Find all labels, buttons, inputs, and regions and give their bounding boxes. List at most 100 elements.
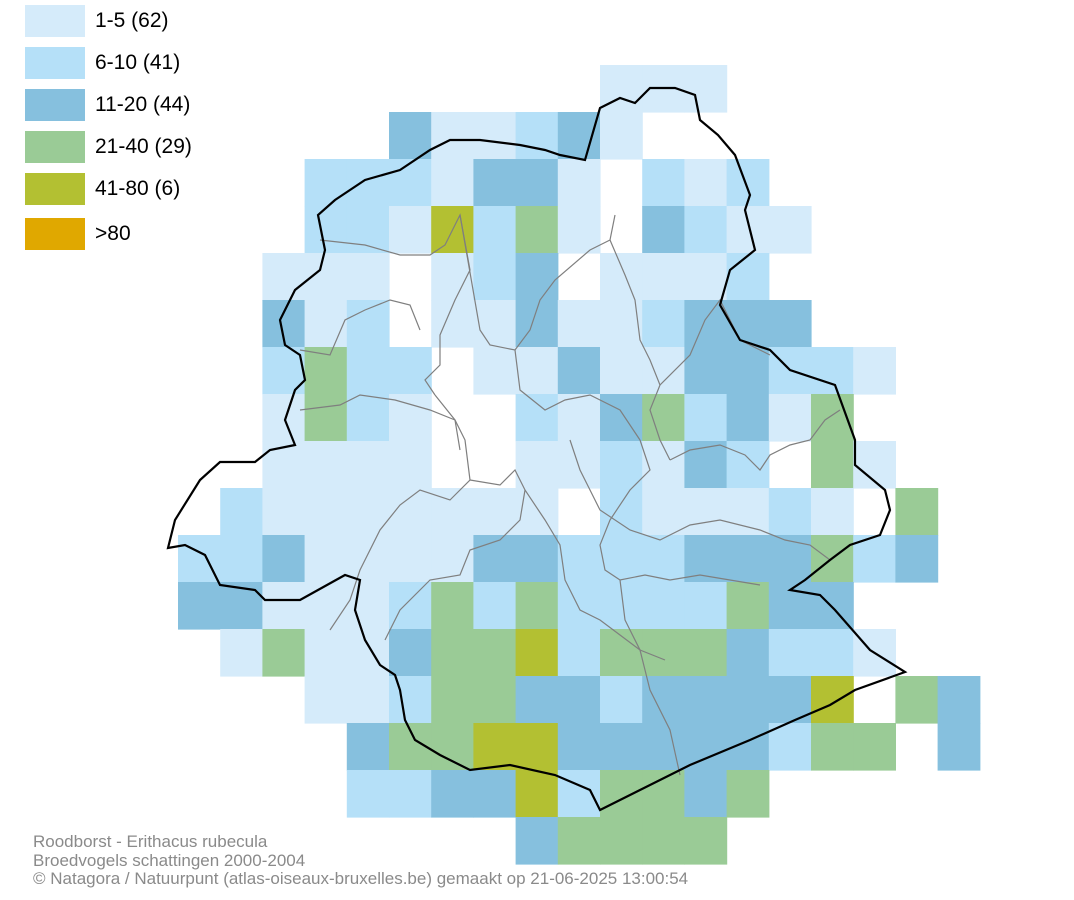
grid-cell bbox=[220, 488, 263, 536]
grid-cell bbox=[726, 300, 770, 348]
grid-cell bbox=[600, 253, 643, 301]
grid-cell bbox=[642, 253, 685, 301]
grid-cell bbox=[557, 441, 601, 489]
legend-item: 41-80 (6) bbox=[25, 173, 325, 205]
grid-cell bbox=[304, 629, 348, 677]
grid-cell bbox=[811, 629, 854, 677]
grid-cell bbox=[895, 535, 939, 583]
grid-cell bbox=[431, 629, 474, 677]
grid-cell bbox=[937, 723, 981, 771]
grid-cell bbox=[515, 629, 559, 677]
grid-cell bbox=[684, 723, 728, 771]
grid-cell bbox=[346, 629, 390, 677]
grid-cell bbox=[431, 723, 474, 771]
grid-cell bbox=[642, 159, 685, 207]
grid-cell bbox=[557, 676, 601, 724]
grid-cell bbox=[262, 535, 306, 583]
grid-cell bbox=[600, 770, 643, 818]
grid-cell bbox=[684, 535, 728, 583]
grid-cell bbox=[389, 441, 432, 489]
grid-cell bbox=[220, 629, 263, 677]
grid-cell bbox=[600, 441, 643, 489]
grid-cell bbox=[684, 300, 728, 348]
grid-cell bbox=[642, 394, 685, 442]
grid-cell bbox=[642, 582, 685, 630]
grid-cells bbox=[178, 65, 981, 865]
grid-cell bbox=[726, 347, 770, 395]
grid-cell bbox=[684, 347, 728, 395]
commune-boundary bbox=[609, 239, 671, 461]
grid-cell bbox=[684, 488, 728, 536]
region-outline bbox=[166, 86, 908, 812]
grid-cell bbox=[557, 347, 601, 395]
grid-cell bbox=[346, 300, 390, 348]
grid-cell bbox=[304, 394, 348, 442]
commune-boundary bbox=[384, 489, 526, 641]
commune-boundary bbox=[514, 349, 641, 441]
grid-cell bbox=[642, 300, 685, 348]
grid-cell bbox=[389, 676, 432, 724]
legend-label: 21-40 (29) bbox=[95, 135, 192, 158]
grid-cell bbox=[473, 535, 517, 583]
grid-cell bbox=[557, 159, 601, 207]
commune-boundary bbox=[669, 409, 841, 471]
grid-cell bbox=[431, 535, 474, 583]
grid-cell bbox=[684, 770, 728, 818]
grid-cell bbox=[262, 629, 306, 677]
grid-cell bbox=[768, 723, 812, 771]
grid-cell bbox=[304, 300, 348, 348]
grid-cell bbox=[811, 676, 854, 724]
grid-cell bbox=[642, 629, 685, 677]
grid-cell bbox=[515, 582, 559, 630]
legend-item: >80 bbox=[25, 218, 325, 250]
grid-cell bbox=[811, 723, 854, 771]
grid-cell bbox=[431, 112, 474, 160]
grid-cell bbox=[768, 535, 812, 583]
grid-cell bbox=[515, 488, 559, 536]
grid-cell bbox=[389, 535, 432, 583]
grid-cell bbox=[304, 441, 348, 489]
grid-cell bbox=[895, 676, 939, 724]
grid-cell bbox=[557, 629, 601, 677]
grid-cell bbox=[431, 582, 474, 630]
grid-cell bbox=[346, 676, 390, 724]
grid-cell bbox=[811, 347, 854, 395]
legend-swatch bbox=[25, 89, 85, 121]
grid-cell bbox=[515, 159, 559, 207]
commune-boundary bbox=[619, 579, 681, 776]
legend-label: >80 bbox=[95, 222, 131, 245]
species-line: Roodborst - Erithacus rubecula bbox=[33, 832, 268, 851]
grid-cell bbox=[684, 676, 728, 724]
grid-cell bbox=[473, 253, 517, 301]
grid-cell bbox=[473, 582, 517, 630]
grid-cell bbox=[642, 441, 685, 489]
grid-cell bbox=[431, 676, 474, 724]
grid-cell bbox=[768, 488, 812, 536]
grid-cell bbox=[557, 206, 601, 254]
grid-cell bbox=[684, 206, 728, 254]
grid-cell bbox=[811, 441, 854, 489]
grid-cell bbox=[895, 488, 939, 536]
grid-cell bbox=[811, 582, 854, 630]
grid-cell bbox=[726, 394, 770, 442]
grid-cell bbox=[600, 629, 643, 677]
grid-cell bbox=[473, 159, 517, 207]
legend-item: 1-5 (62) bbox=[25, 5, 325, 37]
grid-cell bbox=[178, 582, 221, 630]
commune-boundary bbox=[569, 439, 851, 561]
grid-cell bbox=[431, 159, 474, 207]
legend-swatch bbox=[25, 173, 85, 205]
grid-cell bbox=[768, 394, 812, 442]
grid-cell bbox=[726, 206, 770, 254]
grid-cell bbox=[389, 488, 432, 536]
grid-cell bbox=[684, 629, 728, 677]
legend-swatch bbox=[25, 218, 85, 250]
map-credits: Roodborst - Erithacus rubecula Broedvoge… bbox=[33, 832, 688, 889]
grid-cell bbox=[768, 300, 812, 348]
grid-cell bbox=[262, 582, 306, 630]
grid-cell bbox=[346, 441, 390, 489]
grid-cell bbox=[473, 629, 517, 677]
grid-cell bbox=[726, 582, 770, 630]
grid-cell bbox=[642, 206, 685, 254]
grid-cell bbox=[304, 159, 348, 207]
